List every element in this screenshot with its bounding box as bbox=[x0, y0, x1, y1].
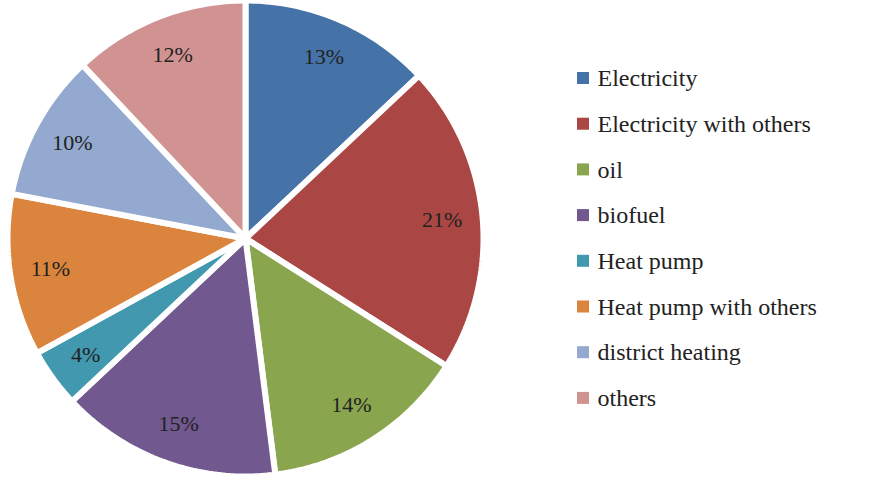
svg-text:Heat pump: Heat pump bbox=[598, 248, 704, 274]
svg-text:12%: 12% bbox=[153, 42, 193, 67]
svg-text:13%: 13% bbox=[304, 44, 344, 69]
svg-text:21%: 21% bbox=[422, 207, 462, 232]
svg-text:Electricity: Electricity bbox=[598, 65, 698, 91]
svg-text:Electricity with others: Electricity with others bbox=[598, 111, 811, 137]
svg-text:4%: 4% bbox=[71, 342, 100, 367]
svg-text:district heating: district heating bbox=[598, 339, 741, 365]
svg-text:11%: 11% bbox=[31, 256, 71, 281]
svg-text:others: others bbox=[598, 385, 657, 411]
svg-text:oil: oil bbox=[598, 157, 624, 183]
svg-text:Heat pump with others: Heat pump with others bbox=[598, 294, 817, 320]
svg-text:15%: 15% bbox=[158, 411, 198, 436]
svg-text:14%: 14% bbox=[331, 392, 371, 417]
svg-text:biofuel: biofuel bbox=[598, 202, 666, 228]
svg-text:10%: 10% bbox=[52, 130, 92, 155]
